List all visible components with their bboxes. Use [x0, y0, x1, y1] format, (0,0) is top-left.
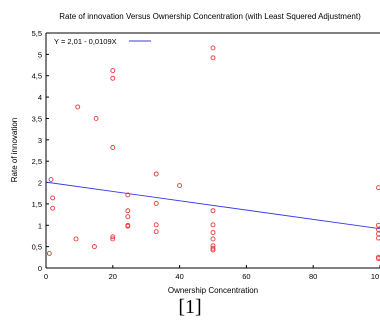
- data-point: [46, 251, 52, 256]
- y-tick-label: 1,5: [32, 200, 42, 209]
- y-axis-title: Rate of innovation: [10, 118, 19, 183]
- regression-line: [45, 181, 380, 230]
- data-point: [376, 256, 380, 262]
- y-tick-label: 4: [38, 93, 42, 102]
- data-point: [210, 247, 216, 253]
- x-tick-label: 80: [309, 272, 317, 281]
- figure-caption: [1]: [178, 296, 202, 318]
- x-tick-label: 20: [109, 272, 117, 281]
- data-point: [210, 236, 216, 242]
- legend: Y = 2,01 - 0,0109X: [54, 37, 151, 46]
- data-point: [210, 245, 216, 251]
- y-tick-group: 0 0,5 1 1,5 2 2,5 3 3,5 4 4,5 5 5,5: [32, 29, 49, 273]
- data-point: [93, 116, 99, 121]
- data-point: [125, 214, 131, 220]
- y-tick-label: 0,5: [32, 243, 42, 252]
- data-point: [376, 222, 380, 228]
- x-tick-label: 10: [371, 272, 379, 281]
- data-point: [210, 208, 216, 214]
- y-tick-label: 2,5: [32, 157, 42, 166]
- data-point: [210, 45, 216, 51]
- legend-label: Y = 2,01 - 0,0109X: [54, 37, 117, 46]
- fit-line-group: [45, 181, 380, 230]
- points-group: [46, 45, 380, 262]
- data-point: [210, 230, 216, 235]
- y-tick-label: 2: [38, 179, 42, 188]
- data-point: [110, 234, 116, 240]
- x-tick-label: 40: [175, 272, 183, 281]
- data-point: [125, 192, 131, 198]
- y-tick-label: 4,5: [32, 72, 42, 81]
- data-point: [110, 236, 116, 242]
- data-point: [125, 223, 131, 229]
- data-point: [153, 171, 159, 177]
- data-point: [110, 145, 116, 150]
- data-point: [210, 55, 216, 61]
- data-point: [376, 235, 380, 241]
- plot-frame: [45, 32, 380, 269]
- x-tick-group: 0 20 40 60 80 10: [44, 265, 380, 281]
- x-tick-label: 0: [44, 272, 48, 281]
- data-point: [153, 201, 159, 206]
- x-tick-label: 60: [242, 272, 250, 281]
- data-point: [73, 236, 79, 242]
- data-point: [110, 75, 116, 81]
- data-point: [50, 205, 56, 211]
- y-tick-label: 5,5: [32, 29, 42, 38]
- chart-title: Rate of innovation Versus Ownership Conc…: [59, 12, 361, 21]
- data-point: [110, 68, 116, 74]
- data-point: [91, 244, 97, 250]
- data-point: [153, 222, 159, 228]
- data-point: [376, 185, 380, 191]
- data-point: [125, 208, 131, 214]
- y-tick-label: 5: [38, 50, 42, 59]
- data-point: [75, 104, 81, 110]
- data-point: [376, 231, 380, 237]
- scatter-chart: Rate of innovation Versus Ownership Conc…: [10, 12, 380, 295]
- y-tick-label: 0: [38, 264, 42, 273]
- data-point: [153, 229, 159, 235]
- data-point: [210, 222, 216, 228]
- y-tick-label: 1: [38, 221, 42, 230]
- data-point: [48, 177, 54, 183]
- y-tick-label: 3,5: [32, 114, 42, 123]
- data-point: [50, 195, 56, 201]
- x-axis-title: Ownership Concentration: [168, 286, 258, 295]
- data-point: [177, 183, 183, 188]
- y-tick-label: 3: [38, 136, 42, 145]
